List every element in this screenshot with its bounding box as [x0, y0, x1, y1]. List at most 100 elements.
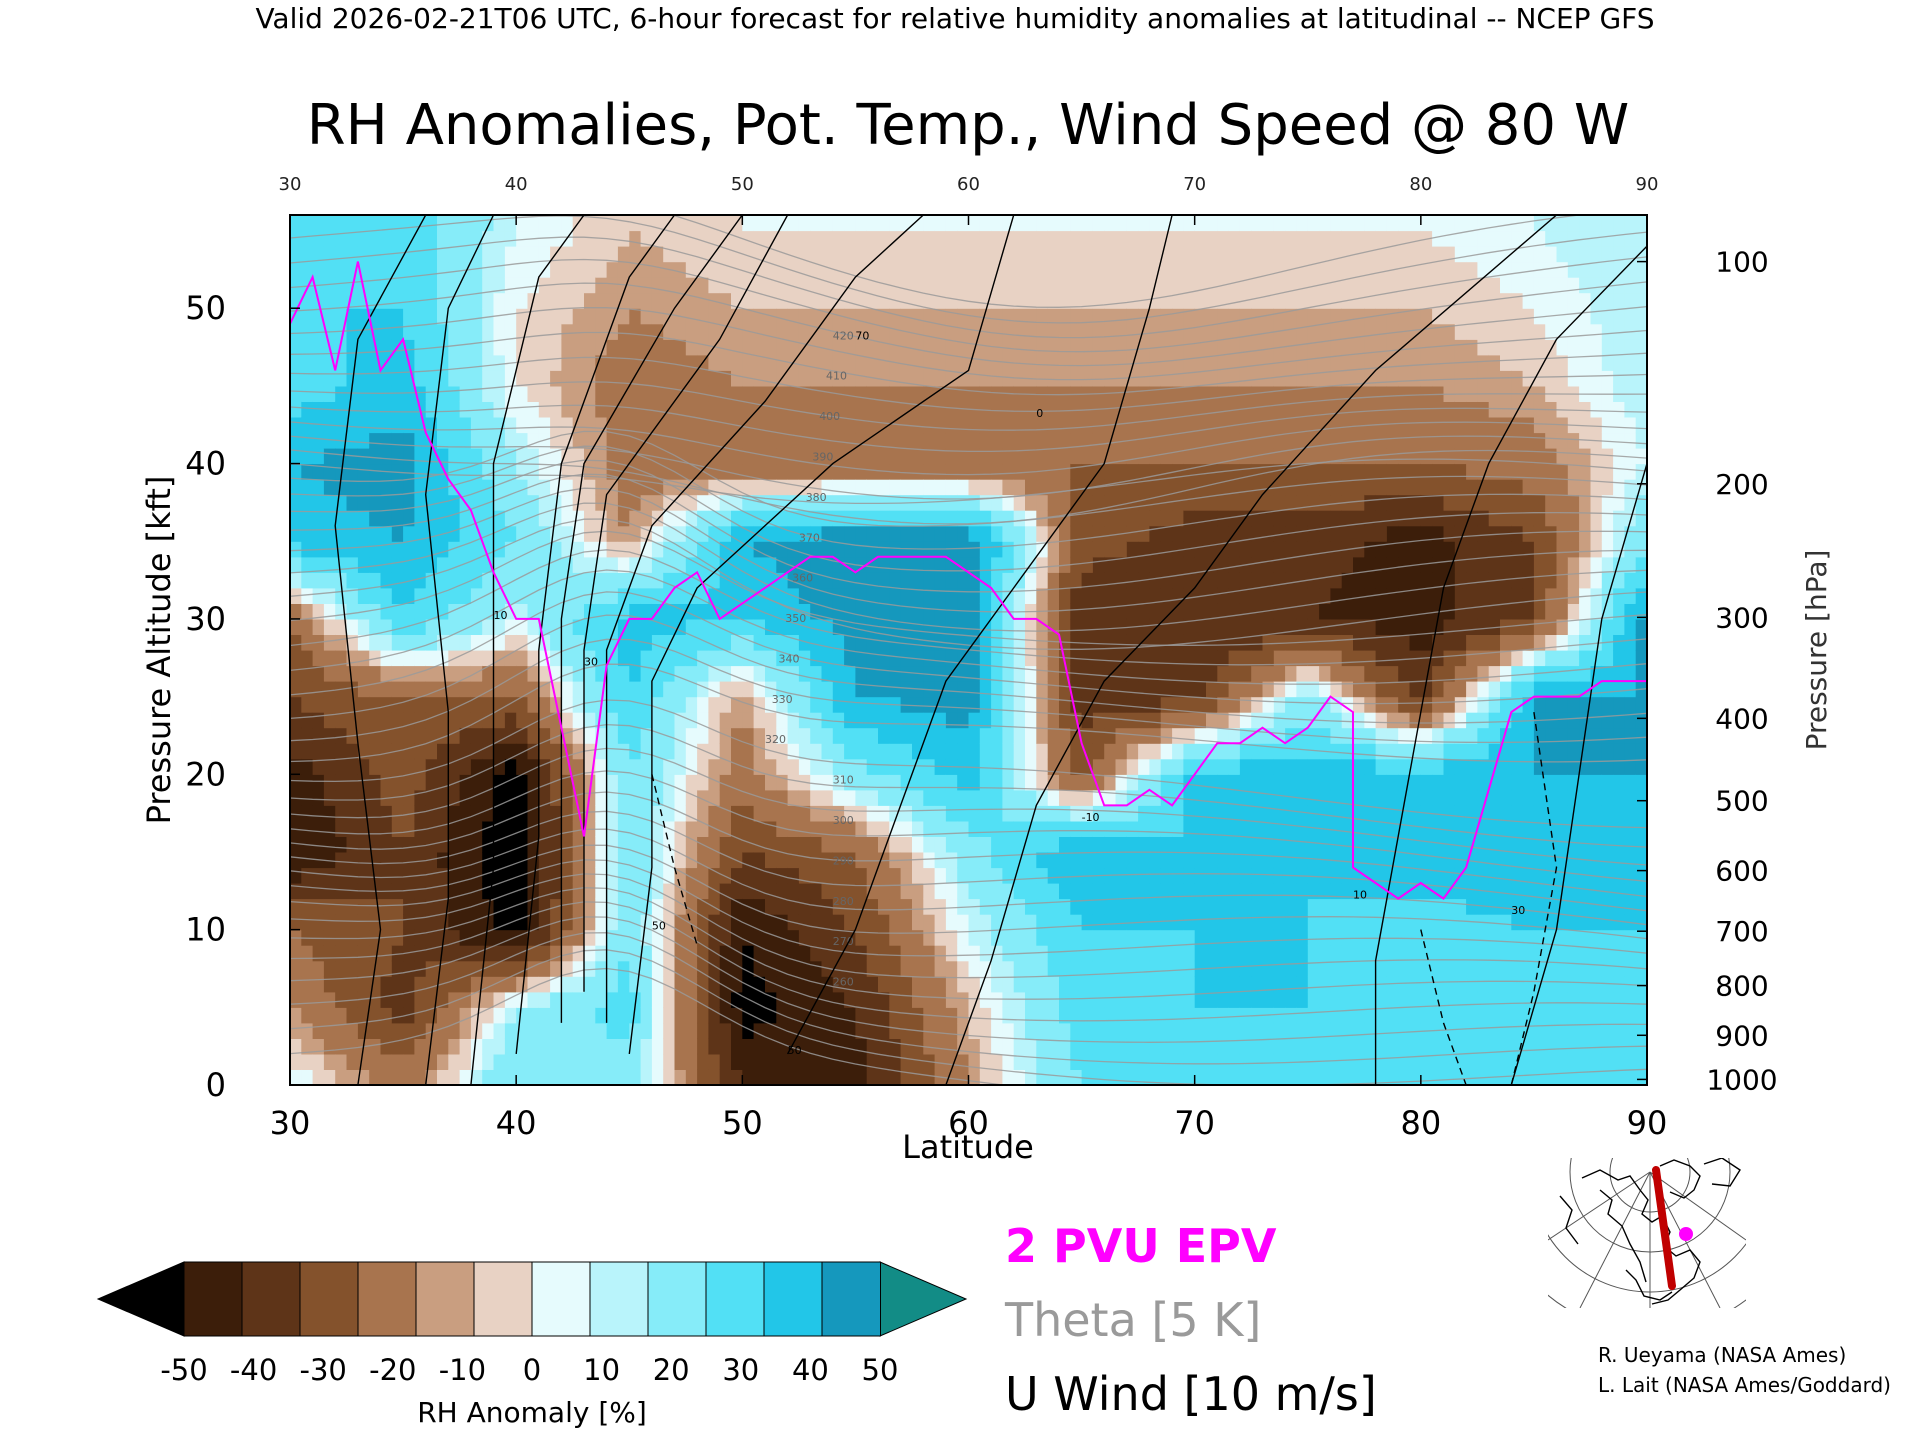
rh-cell: [629, 556, 642, 573]
rh-cell: [448, 1007, 461, 1024]
rh-cell: [855, 1022, 868, 1039]
rh-cell: [572, 898, 585, 915]
rh-cell: [1217, 587, 1230, 604]
rh-cell: [1228, 556, 1241, 573]
rh-cell: [855, 976, 868, 993]
rh-cell: [470, 525, 483, 542]
rh-cell: [1285, 572, 1297, 589]
rh-cell: [776, 727, 789, 744]
rh-cell: [866, 541, 879, 558]
rh-cell: [1002, 541, 1015, 558]
rh-cell: [810, 883, 823, 900]
rh-cell: [991, 914, 1003, 931]
rh-cell: [1273, 852, 1286, 869]
rh-cell: [1104, 758, 1117, 775]
rh-cell: [1115, 246, 1128, 263]
rh-cell: [1138, 991, 1150, 1008]
rh-cell: [1228, 587, 1241, 604]
rh-cell: [753, 945, 766, 962]
rh-cell: [1206, 1022, 1218, 1039]
rh-cell: [731, 712, 743, 729]
rh-cell: [945, 603, 958, 620]
rh-cell: [290, 665, 302, 682]
rh-cell: [810, 976, 823, 993]
rh-cell: [572, 354, 585, 371]
rh-cell: [414, 805, 427, 822]
rh-cell: [335, 665, 348, 682]
rh-cell: [380, 292, 393, 309]
rh-cell: [550, 836, 562, 853]
rh-cell: [1104, 914, 1117, 931]
rh-cell: [1138, 634, 1150, 651]
rh-cell: [1285, 681, 1297, 698]
rh-cell: [776, 1022, 789, 1039]
rh-cell: [1081, 960, 1094, 977]
rh-cell: [945, 479, 958, 496]
rh-cell: [482, 448, 495, 465]
rh-cell: [290, 696, 302, 713]
rh-cell: [1262, 339, 1275, 356]
rh-cell: [719, 696, 732, 713]
rh-cell: [640, 681, 653, 698]
rh-cell: [584, 479, 596, 496]
rh-cell: [584, 898, 596, 915]
rh-cell: [1239, 883, 1252, 900]
rh-cell: [900, 883, 913, 900]
rh-cell: [493, 246, 506, 263]
rh-cell: [1115, 556, 1128, 573]
rh-cell: [1239, 650, 1252, 667]
rh-cell: [391, 960, 404, 977]
rh-cell: [1047, 758, 1060, 775]
rh-cell: [493, 836, 506, 853]
rh-cell: [753, 417, 766, 434]
rh-cell: [685, 215, 698, 232]
rh-cell: [855, 727, 868, 744]
rh-cell: [1194, 1053, 1207, 1070]
rh-cell: [1036, 727, 1049, 744]
rh-cell: [1104, 215, 1117, 232]
rh-cell: [968, 618, 981, 635]
rh-cell: [437, 370, 449, 387]
rh-cell: [380, 1038, 393, 1055]
rh-cell: [380, 510, 393, 527]
rh-cell: [550, 339, 562, 356]
rh-cell: [584, 1007, 596, 1024]
rh-cell: [470, 230, 483, 247]
rh-cell: [335, 1022, 348, 1039]
rh-cell: [1149, 1007, 1162, 1024]
rh-cell: [516, 743, 529, 760]
rh-cell: [1104, 292, 1117, 309]
rh-cell: [1138, 215, 1150, 232]
rh-cell: [561, 1007, 574, 1024]
rh-cell: [889, 432, 902, 449]
rh-cell: [742, 883, 755, 900]
rh-cell: [357, 774, 370, 791]
rh-cell: [493, 914, 506, 931]
rh-cell: [448, 417, 461, 434]
rh-cell: [1183, 572, 1196, 589]
rh-cell: [504, 650, 517, 667]
rh-cell: [968, 479, 981, 496]
rh-cell: [1239, 587, 1252, 604]
rh-cell: [640, 277, 653, 294]
rh-cell: [380, 401, 393, 418]
rh-cell: [606, 696, 619, 713]
rh-cell: [290, 292, 302, 309]
rh-cell: [425, 261, 438, 278]
rh-cell: [323, 1038, 336, 1055]
rh-cell: [945, 463, 958, 480]
rh-cell: [516, 1022, 529, 1039]
rh-cell: [855, 758, 868, 775]
rh-cell: [1059, 525, 1071, 542]
rh-cell: [945, 417, 958, 434]
rh-cell: [878, 1038, 890, 1055]
rh-cell: [1138, 867, 1150, 884]
rh-cell: [1013, 836, 1026, 853]
rh-cell: [1092, 1022, 1105, 1039]
rh-cell: [1160, 929, 1173, 946]
rh-cell: [1138, 665, 1150, 682]
rh-cell: [878, 867, 890, 884]
rh-cell: [323, 743, 336, 760]
rh-cell: [787, 789, 800, 806]
rh-cell: [945, 836, 958, 853]
